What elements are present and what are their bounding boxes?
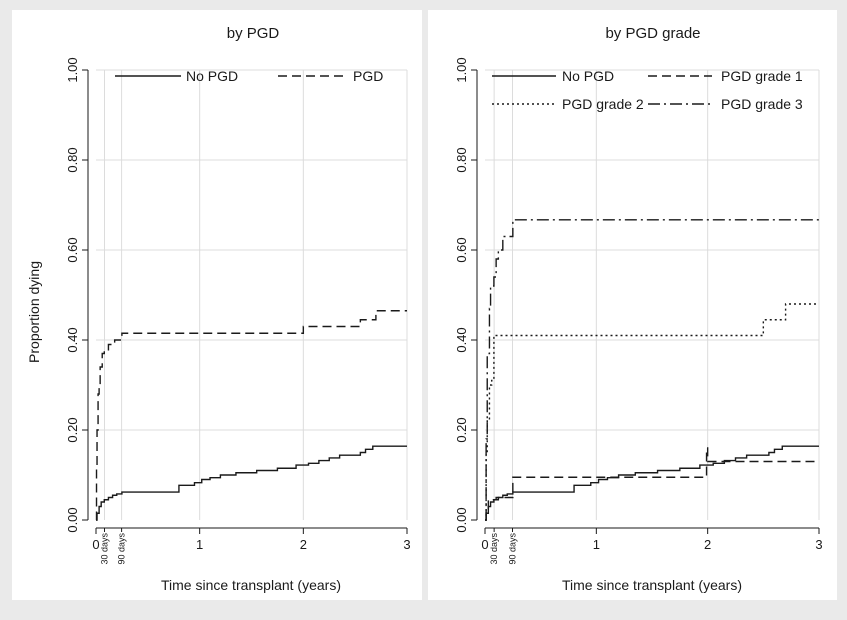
y-tick-label: 0.00 — [454, 507, 469, 532]
x-tick-label: 0 — [481, 537, 488, 552]
panel-by-pgd-grid — [96, 69, 408, 520]
reference-label-30-days: 30 days — [100, 533, 110, 565]
panel-by-pgd-grade-title: by PGD grade — [605, 25, 700, 42]
panel-by-pgd-legend: No PGD PGD — [115, 68, 383, 84]
panel-by-pgd-grade-grid — [485, 69, 820, 520]
panel-by-pgd-title: by PGD — [227, 25, 280, 42]
y-tick-label: 1.00 — [454, 57, 469, 82]
x-tick-label: 0 — [92, 537, 99, 552]
y-tick-label: 0.80 — [65, 147, 80, 172]
series-line-pgd — [95, 310, 407, 521]
panel-by-pgd-series — [95, 310, 407, 521]
panel-by-pgd-grade-legend: No PGD PGD grade 1 PGD grade 2 PGD grade… — [492, 68, 803, 112]
panel-by-pgd-grade-reference-lines: 30 days 90 days — [489, 70, 517, 565]
y-tick-label: 0.20 — [454, 417, 469, 442]
reference-label-30-days: 30 days — [489, 533, 499, 565]
panel-by-pgd-grade-axes: 0.00 0.20 0.40 0.60 0.80 1.00 0 1 2 3 — [454, 57, 823, 552]
x-tick-label: 2 — [300, 537, 307, 552]
legend-label-pgd-grade-1: PGD grade 1 — [721, 68, 803, 84]
legend-label-pgd-grade-3: PGD grade 3 — [721, 96, 803, 112]
y-tick-label: 1.00 — [65, 57, 80, 82]
panel-by-pgd-grade-background — [428, 10, 837, 600]
y-tick-label: 0.60 — [65, 237, 80, 262]
y-tick-label: 0.80 — [454, 147, 469, 172]
x-tick-label: 1 — [196, 537, 203, 552]
reference-label-90-days: 90 days — [507, 533, 517, 565]
legend-label-no-pgd: No PGD — [562, 68, 614, 84]
y-tick-label: 0.60 — [454, 237, 469, 262]
x-tick-label: 2 — [704, 537, 711, 552]
y-tick-label: 0.40 — [65, 327, 80, 352]
legend-label-no-pgd: No PGD — [186, 68, 238, 84]
x-tick-label: 1 — [593, 537, 600, 552]
panel-by-pgd-grade-series — [485, 219, 819, 521]
x-tick-label: 3 — [403, 537, 410, 552]
y-tick-label: 0.20 — [65, 417, 80, 442]
panel-by-pgd-y-axis-label: Proportion dying — [26, 261, 42, 363]
x-tick-label: 3 — [815, 537, 822, 552]
panel-by-pgd-grade-x-axis-label: Time since transplant (years) — [562, 577, 742, 593]
panel-by-pgd-background — [12, 10, 422, 600]
series-line-pgd-grade-2 — [485, 303, 819, 521]
panel-by-pgd-reference-lines: 30 days 90 days — [100, 70, 127, 565]
series-line-no-pgd — [96, 445, 407, 521]
series-line-pgd-grade-1 — [485, 447, 819, 521]
panel-by-pgd: by PGD 30 days 90 days 0.000.200.400.600.… — [12, 10, 422, 600]
legend-label-pgd-grade-2: PGD grade 2 — [562, 96, 644, 112]
reference-label-90-days: 90 days — [117, 533, 127, 565]
panel-by-pgd-x-axis-label: Time since transplant (years) — [161, 577, 341, 593]
legend-label-pgd: PGD — [353, 68, 383, 84]
panel-by-pgd-grade: by PGD grade 30 days 90 days 0.00 0.20 0.40… — [428, 10, 837, 600]
panel-by-pgd-axes: 0.00 0.20 0.40 0.60 0.80 1.00 0 1 2 3 — [65, 57, 411, 552]
y-tick-label: 0.40 — [454, 327, 469, 352]
series-line-pgd-grade-3 — [485, 219, 819, 521]
y-tick-label: 0.00 — [65, 507, 80, 532]
